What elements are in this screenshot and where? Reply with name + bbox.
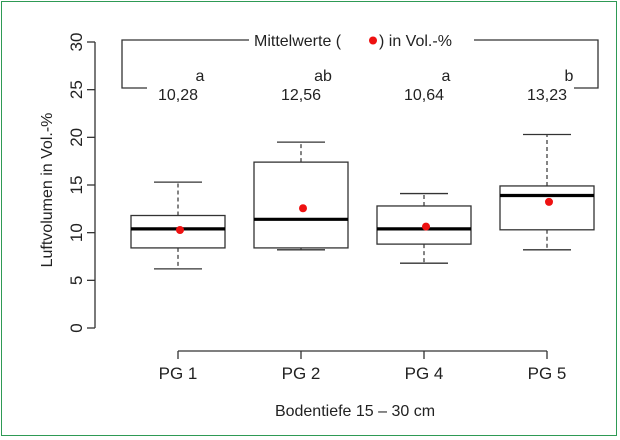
mean-marker [299,204,307,213]
interquartile-box [499,185,595,231]
x-axis-label: Bodentiefe 15 – 30 cm [275,403,435,420]
y-tick-label: 10 [67,223,86,242]
y-tick-label: 15 [67,176,86,195]
x-tick-label: PG 5 [528,364,567,383]
mean-value-label: 10,28 [158,87,198,104]
significance-letter: ab [314,68,332,85]
box-pg-5 [499,133,595,251]
mean-marker [176,225,184,234]
y-ticks: 0 5 10 15 20 25 30 [67,33,95,333]
significance-letter: b [565,68,574,85]
boxplot-chart: 0 5 10 15 20 25 30 PG 1 PG 2 PG 4 PG 5 Mittelwert… [39,33,599,420]
boxes [130,133,595,270]
mean-marker [545,197,553,206]
mean-value-label: 12,56 [281,87,321,104]
x-tick-label: PG 2 [282,364,321,383]
axes: 0 5 10 15 20 25 30 PG 1 PG 2 PG 4 PG 5 [67,33,566,383]
y-axis-label: Luftvolumen in Vol.-% [39,113,56,268]
x-tick-label: PG 1 [159,364,198,383]
legend-bracket: Mittelwerte ( ) in Vol.-% [121,33,599,89]
box-pg-4 [376,192,472,264]
significance-letter: a [196,68,205,85]
mean-marker [422,222,430,231]
significance-letter: a [442,68,451,85]
legend-text-after: ) in Vol.-% [379,33,452,50]
y-tick-label: 5 [67,276,86,285]
box-pg-1 [130,181,226,270]
x-tick-label: PG 4 [405,364,444,383]
annotations: a 10,28 ab 12,56 a 10,64 b 13,23 [158,68,574,104]
bracket-right-line [474,39,599,89]
legend-mean-marker [369,36,377,45]
y-tick-label: 30 [67,33,86,52]
y-tick-label: 20 [67,128,86,147]
x-ticks: PG 1 PG 2 PG 4 PG 5 [159,351,567,383]
box-pg-2 [253,141,349,251]
mean-value-label: 13,23 [527,87,567,104]
y-tick-label: 0 [67,323,86,332]
legend-text-before: Mittelwerte ( [254,33,342,50]
bracket-left-line [121,39,249,89]
mean-value-label: 10,64 [404,87,444,104]
y-tick-label: 25 [67,80,86,99]
